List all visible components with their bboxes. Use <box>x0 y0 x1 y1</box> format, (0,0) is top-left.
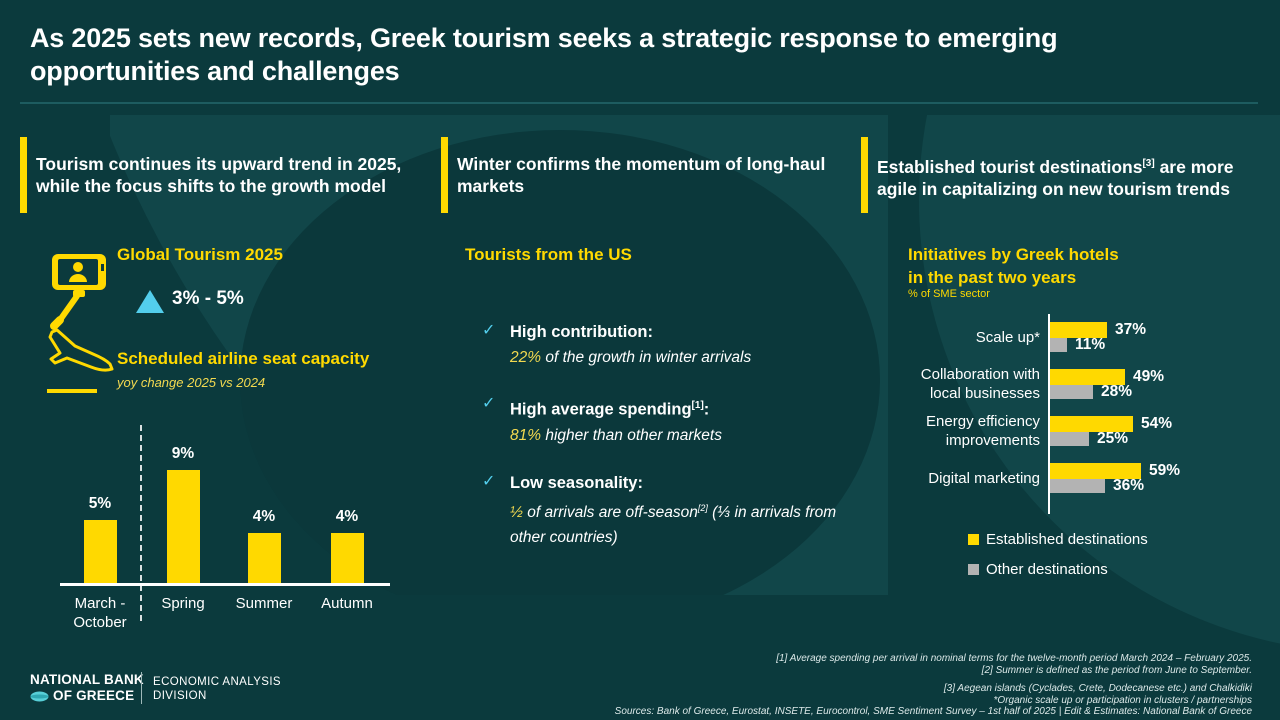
bar-value-label: 28% <box>1101 383 1133 400</box>
footnote-group-1: [1] Average spending per arrival in nomi… <box>615 653 1252 676</box>
accent-bar-col1 <box>20 137 27 213</box>
seat-capacity-title: Scheduled airline seat capacity <box>117 349 370 368</box>
bar-other <box>1050 479 1105 493</box>
check-icon: ✓ <box>482 472 496 490</box>
initiatives-title-line2: in the past two years <box>908 268 1077 287</box>
bar-category-label: Scale up* <box>975 328 1040 346</box>
accent-bar-col2 <box>441 137 448 213</box>
accent-bar-col3 <box>861 137 868 213</box>
bar-category-label: Collaboration with local businesses <box>920 366 1040 402</box>
bar-category-label: March - October <box>73 595 127 631</box>
global-tourism-value: 3% - 5% <box>172 288 244 309</box>
bar-value-label: 59% <box>1149 462 1181 479</box>
bar-other <box>1050 432 1089 446</box>
bar-value-label: 4% <box>335 508 359 525</box>
seat-capacity-subtitle: yoy change 2025 vs 2024 <box>117 375 266 390</box>
bar-value-label: 5% <box>88 495 112 512</box>
check-icon: ✓ <box>482 395 496 412</box>
footnote-line: [1] Average spending per arrival in nomi… <box>776 653 1252 664</box>
seat-capacity-chart: 5% March - October 9% Spring 4% Summer 4% Autum… <box>60 425 400 657</box>
bar-category-label: Summer <box>235 595 293 612</box>
bar-value-label: 54% <box>1141 415 1173 432</box>
footnote-line: Sources: Bank of Greece, Eurostat, INSET… <box>614 706 1252 717</box>
bar-category-label: Digital marketing <box>928 469 1040 487</box>
bar-value-label: 36% <box>1113 477 1145 494</box>
initiatives-subtitle: % of SME sector <box>908 288 990 300</box>
page-title: As 2025 sets new records, Greek tourism … <box>30 23 1058 86</box>
bar-established <box>1050 416 1133 432</box>
bar-value-label: 37% <box>1115 321 1147 338</box>
us-bullet-list: ✓ High contribution: 22% of the growth i… <box>482 320 852 573</box>
tourists-us-title: Tourists from the US <box>465 245 632 264</box>
footnote-group-2: [3] Aegean islands (Cyclades, Crete, Dod… <box>615 683 1252 718</box>
selfie-stick-icon <box>46 250 110 335</box>
legend-item-other: Other destinations <box>968 561 1148 578</box>
footnote-line: [3] Aegean islands (Cyclades, Crete, Dod… <box>943 683 1252 694</box>
initiatives-title-line1: Initiatives by Greek hotels <box>908 245 1119 264</box>
chart-dashed-divider <box>140 425 142 621</box>
bar-value-label: 9% <box>171 445 195 462</box>
bullet-low-seasonality: ✓ Low seasonality: ½ of arrivals are off… <box>482 472 837 546</box>
bar-other <box>1050 385 1093 399</box>
bar-spring <box>166 470 200 583</box>
bar-other <box>1050 338 1067 352</box>
legend-item-established: Established destinations <box>968 531 1148 548</box>
chart-y-axis <box>1048 314 1050 514</box>
bar-established <box>1050 463 1141 479</box>
chart-x-axis <box>60 583 390 586</box>
plane-icon-underline <box>47 389 97 393</box>
bar-autumn <box>330 533 364 583</box>
bar-category-label: Autumn <box>321 595 373 612</box>
nbg-ellipse-icon <box>30 691 49 701</box>
bar-category-label: Energy efficiency improvements <box>926 413 1040 449</box>
plane-landing-icon <box>45 326 117 391</box>
footnote-line: [2] Summer is defined as the period from… <box>981 664 1252 676</box>
legend-swatch-other <box>968 564 979 575</box>
footer-divider <box>141 672 142 704</box>
legend-swatch-established <box>968 534 979 545</box>
bullet-high-spending: ✓ High average spending[1]: 81% higher t… <box>482 395 722 444</box>
bullet-high-contribution: ✓ High contribution: 22% of the growth i… <box>482 322 752 366</box>
initiatives-chart: 37% 11% Scale up* 49% 28% Collaboration with … <box>880 310 1280 525</box>
nbg-logo: NATIONAL BANK OF GREECE <box>30 672 144 703</box>
col2-header: Winter confirms the momentum of long-hau… <box>457 154 826 196</box>
bar-established <box>1050 322 1107 338</box>
bar-value-label: 4% <box>252 508 276 525</box>
department-label: ECONOMIC ANALYSIS DIVISION <box>153 676 282 702</box>
bar-value-label: 49% <box>1133 368 1165 385</box>
bar-summer <box>247 533 281 583</box>
footnote-line: *Organic scale up or participation in cl… <box>993 694 1252 706</box>
col1-header: Tourism continues its upward trend in 20… <box>36 154 402 196</box>
title-divider <box>20 102 1258 104</box>
bar-category-label: Spring <box>161 595 205 612</box>
col3-header: Established tourist destinations[3] are … <box>877 156 1234 199</box>
up-triangle-icon <box>136 290 164 313</box>
bar-value-label: 11% <box>1075 336 1106 353</box>
bar-march---october <box>83 520 117 583</box>
global-tourism-title: Global Tourism 2025 <box>117 245 283 264</box>
chart-legend: Established destinations Other destinati… <box>968 531 1148 591</box>
footnotes: [1] Average spending per arrival in nomi… <box>615 653 1252 720</box>
bar-established <box>1050 369 1125 385</box>
check-icon: ✓ <box>482 322 496 339</box>
bar-value-label: 25% <box>1097 430 1129 447</box>
